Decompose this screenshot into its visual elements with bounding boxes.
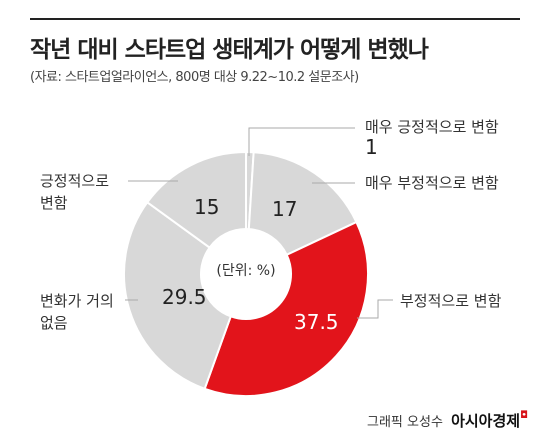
- chart-title: 작년 대비 스타트업 생태계가 어떻게 변했나: [30, 37, 429, 63]
- top-rule: [30, 18, 520, 20]
- unit-note: (단위: %): [216, 263, 276, 279]
- slice-label-positive: 긍정적으로 변함: [40, 172, 110, 212]
- leader-negative: [357, 299, 393, 319]
- credit-prefix: 그래픽 오성수: [367, 415, 443, 430]
- credit-brand: 아시아경제: [451, 412, 521, 430]
- slice-label-very-negative: 매우 부정적으로 변함: [365, 174, 499, 192]
- slice-label-no-change: 변화가 거의 없음: [40, 292, 114, 332]
- slice-value-positive: 15: [194, 195, 220, 219]
- leader-very-positive: [248, 127, 355, 156]
- credit: 그래픽 오성수 아시아경제◘: [367, 410, 528, 431]
- slice-value-negative: 37.5: [294, 310, 339, 334]
- slice-value-no-change: 29.5: [162, 285, 207, 309]
- slice-value-very-positive: 1: [365, 135, 378, 159]
- chart-subtitle: (자료: 스타트업얼라이언스, 800명 대상 9.22~10.2 설문조사): [30, 70, 359, 85]
- slice-negative: [203, 220, 369, 397]
- slice-label-very-positive: 매우 긍정적으로 변함: [365, 118, 499, 136]
- slice-no-change: [123, 200, 233, 391]
- slice-label-negative: 부정적으로 변함: [400, 292, 502, 310]
- slice-value-very-negative: 17: [272, 197, 298, 221]
- slice-positive: [145, 150, 247, 249]
- slice-very-negative: [247, 151, 358, 257]
- brand-mark-icon: ◘: [520, 410, 528, 421]
